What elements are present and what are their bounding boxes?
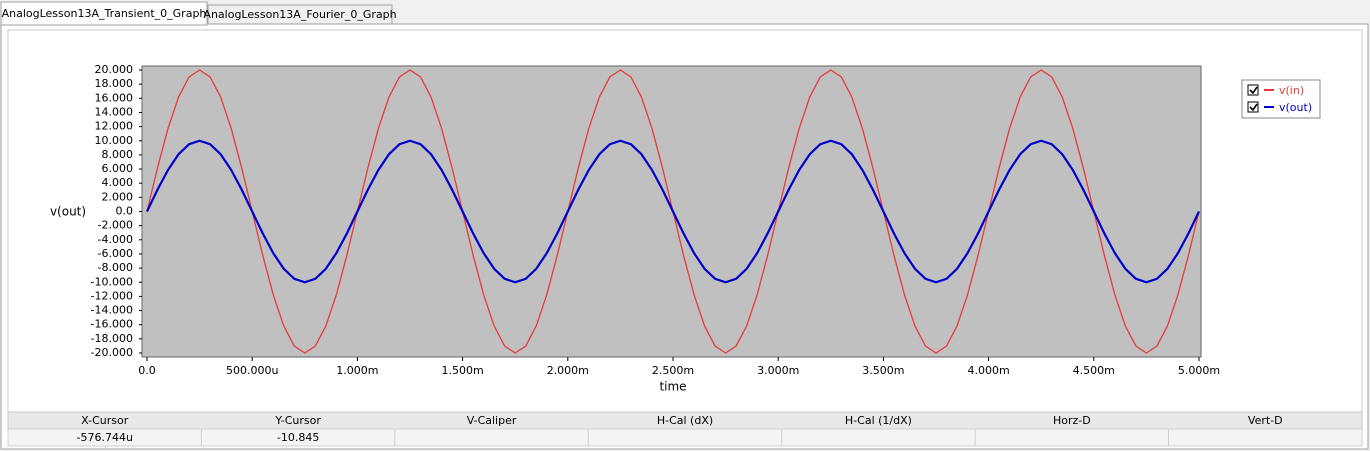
y-tick-label: 14.000 (95, 105, 134, 118)
y-tick-label: 8.000 (102, 148, 134, 161)
series-line (146, 139, 1200, 284)
table-header: Horz-D (1053, 414, 1091, 427)
plot-area (141, 65, 1202, 358)
y-tick-label: -2.000 (98, 219, 133, 232)
y-tick-label: 20.000 (95, 63, 134, 76)
x-tick-label: 3.000m (757, 364, 799, 377)
x-tick-label: 4.500m (1073, 364, 1115, 377)
y-tick-label: 0.0 (116, 205, 134, 218)
table-cell (974, 428, 1170, 447)
legend-items: v(in) v(out) (1247, 84, 1312, 114)
legend-label: v(in) (1279, 84, 1304, 97)
x-tick-label: 2.500m (652, 364, 694, 377)
legend-checkbox[interactable] (1247, 84, 1259, 96)
table-header: Vert-D (1248, 414, 1283, 427)
x-tick-label: 500.000u (226, 364, 278, 377)
y-tick-label: -18.000 (91, 332, 133, 345)
table-cell (1168, 428, 1363, 447)
y-tick-label: -14.000 (91, 304, 133, 317)
y-tick-label: 4.000 (102, 176, 134, 189)
x-axis-label: time (659, 380, 686, 394)
cursor-table: X-Cursor Y-Cursor V-Caliper H-Cal (dX) H-Cal… (7, 411, 1363, 447)
y-tick-label: 10.000 (95, 134, 134, 147)
x-tick-label: 4.000m (967, 364, 1009, 377)
legend-check[interactable] (1249, 86, 1258, 95)
table-header: H-Cal (dX) (657, 414, 713, 427)
legend-check[interactable] (1249, 103, 1258, 112)
table-header: Y-Cursor (274, 414, 321, 427)
tab-label[interactable]: AnalogLesson13A_Fourier_0_Graph (203, 8, 396, 21)
x-tick-label: 5.000m (1178, 364, 1220, 377)
table-header: X-Cursor (81, 414, 129, 427)
y-tick-label: 12.000 (95, 120, 134, 133)
table-cell (781, 428, 976, 447)
y-tick-label: 6.000 (102, 162, 134, 175)
y-tick-label: -16.000 (91, 318, 133, 331)
x-tick-label: 0.0 (138, 364, 156, 377)
x-tick-label: 1.000m (336, 364, 378, 377)
table-cell (587, 428, 783, 447)
table-cell (394, 428, 589, 447)
tab-label[interactable]: AnalogLesson13A_Transient_0_Graph (2, 7, 207, 20)
y-tick-label: -4.000 (98, 233, 133, 246)
y-tick-label: 2.000 (102, 190, 134, 203)
table-value: -576.744u (76, 431, 132, 444)
tab-active[interactable] (0, 1, 208, 26)
y-tick-label: -8.000 (98, 261, 133, 274)
legend-checkbox[interactable] (1247, 101, 1259, 113)
y-tick-label: -20.000 (91, 346, 133, 359)
table-value: -10.845 (277, 431, 319, 444)
tab[interactable] (207, 4, 393, 25)
y-tick-label: -10.000 (91, 275, 133, 288)
y-tick-label: -6.000 (98, 247, 133, 260)
x-tick-label: 2.000m (547, 364, 589, 377)
y-tick-label: -12.000 (91, 289, 133, 302)
table-header: H-Cal (1/dX) (845, 414, 912, 427)
table-header: V-Caliper (467, 414, 517, 427)
legend-label: v(out) (1279, 101, 1312, 114)
y-axis-label: v(out) (50, 205, 86, 219)
y-tick-label: 18.000 (95, 77, 134, 90)
x-tick-label: 1.500m (441, 364, 483, 377)
y-tick-label: 16.000 (95, 91, 134, 104)
x-tick-label: 3.500m (862, 364, 904, 377)
